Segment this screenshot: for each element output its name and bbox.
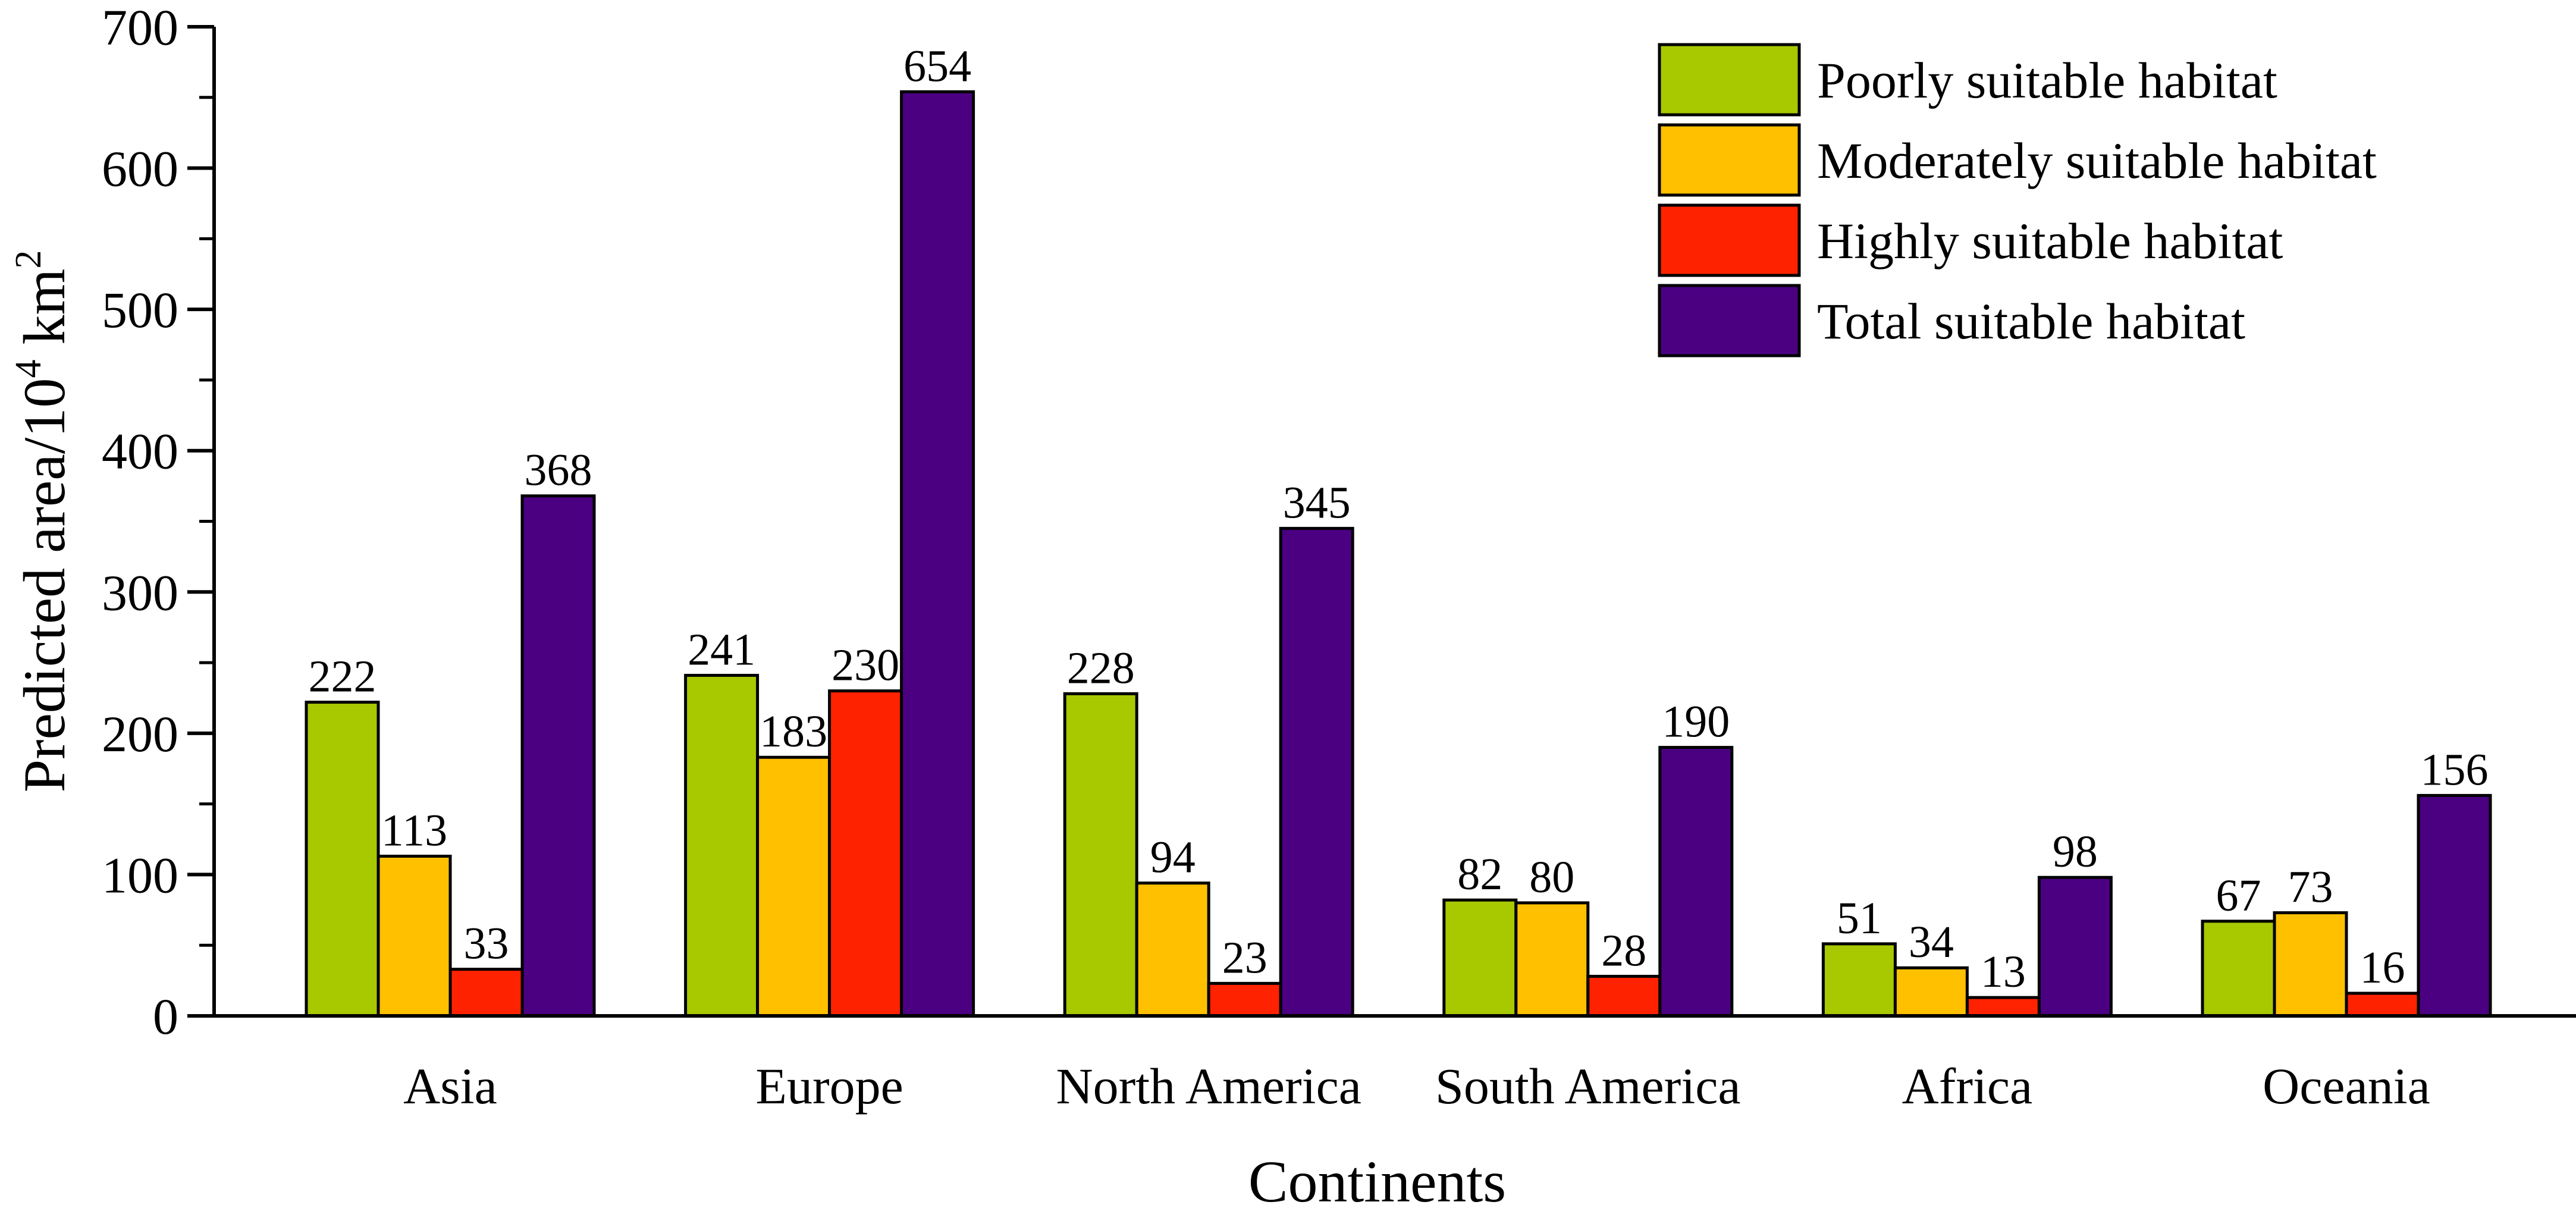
bar [2201, 920, 2276, 1018]
y-axis-title-exponent-2: 2 [8, 250, 49, 269]
y-axis-title-unit: km [11, 269, 77, 360]
y-tick-label: 200 [102, 705, 178, 763]
bar-value-label: 654 [903, 41, 971, 91]
bar-value-label: 33 [464, 919, 509, 969]
bar-value-label: 13 [1981, 947, 2026, 997]
bar [1586, 974, 1662, 1018]
y-tick-label: 700 [102, 0, 178, 56]
bar-value-label: 16 [2360, 943, 2405, 993]
bar [1965, 996, 2041, 1018]
y-tick-label: 100 [102, 846, 178, 903]
x-axis-category-labels: Asia Europe North America South America Afri… [403, 1058, 2430, 1115]
bar-value-label: 98 [2053, 827, 2098, 877]
legend-swatch [1658, 203, 1801, 277]
y-tick-label: 0 [153, 988, 178, 1045]
legend-swatch [1658, 43, 1801, 117]
x-category-label: Europe [755, 1058, 903, 1115]
bar-value-label: 345 [1283, 478, 1351, 528]
bar [756, 755, 832, 1018]
bar-value-label: 183 [760, 707, 827, 757]
legend-label: Moderately suitable habitat [1817, 132, 2377, 189]
bar [2273, 911, 2348, 1018]
y-axis-title-base: Predicted area/10 [11, 378, 77, 792]
bar-value-label: 228 [1067, 643, 1135, 693]
bar [1658, 746, 1734, 1018]
bar [1063, 692, 1138, 1018]
bar [1821, 942, 1897, 1018]
bar [1893, 966, 1969, 1018]
bar-value-label: 73 [2288, 862, 2333, 912]
x-category-label: North America [1056, 1058, 1361, 1115]
bar-value-label: 80 [1529, 852, 1574, 902]
bar-value-label: 67 [2216, 871, 2261, 921]
legend-swatch [1658, 123, 1801, 197]
bar-value-label: 23 [1222, 933, 1267, 983]
bar [900, 90, 975, 1018]
bar [1135, 881, 1210, 1018]
legend: Poorly suitable habitat Moderately suitab… [1658, 43, 2377, 357]
bar-value-label: 156 [2421, 745, 2489, 795]
bar-value-label: 241 [688, 625, 755, 674]
bar-value-label: 34 [1909, 917, 1954, 967]
plot-area [305, 90, 2492, 1018]
legend-label: Poorly suitable habitat [1817, 52, 2277, 109]
y-tick-label: 400 [102, 423, 178, 480]
bar [2345, 991, 2420, 1018]
y-tick-label: 600 [102, 140, 178, 197]
x-axis-title: Continents [1248, 1149, 1506, 1208]
bar-value-label: 222 [309, 652, 376, 702]
bar-value-label: 94 [1150, 833, 1196, 883]
bar-value-label: 113 [381, 806, 447, 856]
y-axis-ticks: 0 100 200 300 400 500 600 700 [102, 0, 214, 1045]
bar [305, 701, 380, 1018]
x-category-label: Oceania [2263, 1058, 2430, 1115]
bar-value-label: 230 [832, 641, 899, 691]
bar [1207, 981, 1282, 1018]
bar [1514, 901, 1590, 1018]
y-axis-title-exponent-1: 4 [8, 359, 49, 378]
x-category-label: South America [1435, 1058, 1741, 1115]
bar-value-label: 82 [1457, 849, 1502, 899]
legend-label: Highly suitable habitat [1817, 212, 2283, 269]
x-category-label: Asia [403, 1058, 497, 1115]
bar [520, 494, 596, 1018]
bar-value-label: 368 [525, 445, 592, 495]
bar-value-label: 190 [1662, 697, 1730, 747]
bar-value-label: 51 [1837, 893, 1882, 943]
legend-label: Total suitable habitat [1817, 293, 2245, 350]
legend-swatch [1658, 284, 1801, 357]
bar [828, 689, 903, 1018]
bar-value-label: 28 [1601, 925, 1646, 975]
bar [2417, 793, 2492, 1018]
y-tick-label: 500 [102, 281, 178, 338]
bar [376, 855, 452, 1018]
bar [2037, 876, 2113, 1018]
y-axis-title: Predicted area/104 km2 [8, 250, 77, 793]
bar [1442, 898, 1518, 1018]
bar [1279, 526, 1354, 1018]
bar [448, 968, 524, 1018]
x-category-label: Africa [1902, 1058, 2033, 1115]
y-tick-label: 300 [102, 564, 178, 621]
bar [684, 673, 760, 1018]
